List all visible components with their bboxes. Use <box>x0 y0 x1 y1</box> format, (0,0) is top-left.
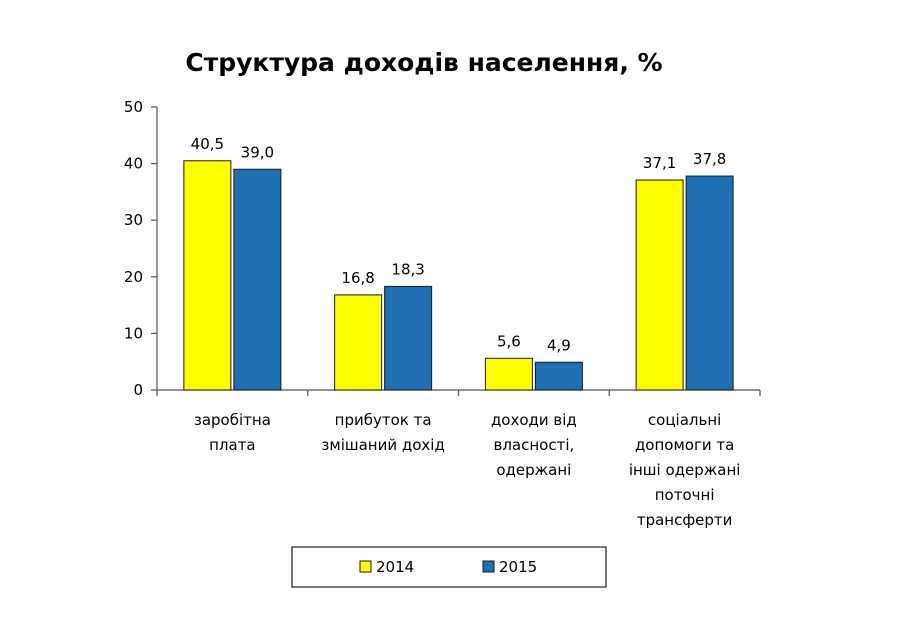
data-label-2014-3: 37,1 <box>643 154 676 172</box>
category-label: прибуток та <box>335 411 432 429</box>
bars-group <box>183 160 734 391</box>
bar-2015-3 <box>685 175 734 391</box>
bar-2015-2 <box>534 361 583 391</box>
category-label: допомоги та <box>635 436 734 454</box>
category-label: власності, <box>493 436 574 454</box>
data-label-2015-2: 4,9 <box>547 336 571 354</box>
bar-2014-0 <box>183 160 232 391</box>
category-label: плата <box>209 436 256 454</box>
bar-2015-0 <box>233 168 282 391</box>
y-tick-label: 50 <box>124 98 143 116</box>
legend-label-2014: 2014 <box>376 558 414 576</box>
legend-label-2015: 2015 <box>499 558 537 576</box>
bar-2015-1 <box>384 285 433 391</box>
category-label: заробітна <box>194 411 271 429</box>
legend-box <box>291 546 607 588</box>
category-label: одержані <box>496 461 571 479</box>
y-tick-label: 0 <box>133 381 143 399</box>
category-label: трансферти <box>637 511 733 529</box>
data-labels-group: 40,5 39,0 16,8 18,3 5,6 4,9 37,1 37,8 <box>191 135 727 354</box>
bar-2014-2 <box>484 357 533 391</box>
bar-2014-1 <box>334 294 383 391</box>
category-label: соціальні <box>648 411 721 429</box>
y-tick-label: 20 <box>124 268 143 286</box>
category-label: доходи від <box>491 411 577 429</box>
data-label-2014-1: 16,8 <box>341 269 374 287</box>
y-tick-label: 30 <box>124 211 143 229</box>
category-labels-group: заробітна плата прибуток та змішаний дохід д… <box>194 411 741 529</box>
chart-title: Структура доходів населення, % <box>185 48 662 77</box>
data-label-2014-0: 40,5 <box>191 135 224 153</box>
data-label-2015-0: 39,0 <box>241 143 274 161</box>
category-label: інші одержані <box>629 461 741 479</box>
y-tick-label: 10 <box>124 324 143 342</box>
data-label-2015-1: 18,3 <box>391 260 424 278</box>
legend-swatch-2015 <box>482 560 495 573</box>
data-label-2014-2: 5,6 <box>497 332 521 350</box>
legend-swatch-2014 <box>359 560 372 573</box>
legend: 2014 2015 <box>291 546 607 588</box>
bar-2014-3 <box>635 179 684 391</box>
data-label-2015-3: 37,8 <box>693 150 726 168</box>
category-label: змішаний дохід <box>321 436 444 454</box>
y-tick-label: 40 <box>124 155 143 173</box>
category-label: поточні <box>655 486 715 504</box>
